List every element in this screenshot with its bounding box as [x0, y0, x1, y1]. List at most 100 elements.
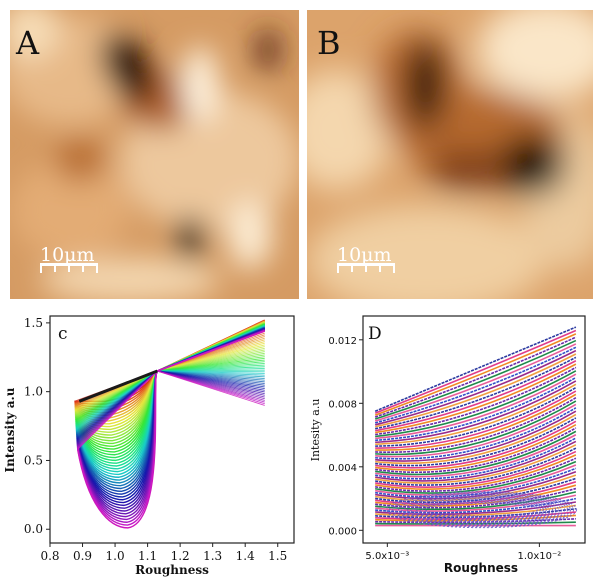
- chart-d-curve: [375, 386, 577, 447]
- chart-d-frame: [362, 315, 586, 544]
- chart-d-curve: [401, 495, 563, 524]
- chart-d-curve: [375, 467, 577, 498]
- chart-d-ytick-label: 0.004: [328, 463, 357, 474]
- scale-bar-label-a: 10μm: [40, 244, 95, 266]
- panel-letter-a: A: [15, 24, 40, 62]
- chart-d-curve: [375, 460, 577, 494]
- chart-c-xtick-label: 1.1: [138, 549, 157, 563]
- panel-letter-b: B: [317, 24, 341, 62]
- chart-c-y-axis: 0.0 0.5 1.0 1.5: [24, 316, 50, 536]
- chart-d-curve: [389, 492, 575, 528]
- chart-d-curve: [375, 383, 577, 445]
- chart-d-curve: [375, 504, 576, 517]
- chart-d-curve: [375, 363, 577, 434]
- chart-d-curve: [375, 494, 577, 512]
- chart-d-curve: [375, 427, 577, 474]
- chart-c-xlabel: Roughness: [135, 563, 209, 577]
- chart-c-x-axis: 0.8 0.9 1.0 1.1 1.2 1.3 1.4 1.5: [40, 543, 287, 563]
- chart-d-curve: [375, 491, 577, 511]
- chart-d-curve: [375, 393, 577, 451]
- chart-d-ylabel: Intesity a.u: [309, 399, 322, 462]
- chart-d-curve: [419, 501, 545, 519]
- chart-c-xtick-label: 0.8: [40, 549, 59, 563]
- chart-d-curve: [375, 376, 577, 442]
- chart-d-curve: [375, 457, 577, 492]
- chart-d-curve: [425, 502, 539, 517]
- chart-d-curve: [375, 413, 577, 465]
- chart-d-ytick-label: 0.000: [328, 526, 357, 537]
- chart-d-curve: [374, 349, 577, 426]
- chart-d-xtick-label: 5.0x10⁻³: [365, 551, 409, 562]
- chart-d-curve: [416, 500, 548, 520]
- chart-d-curve: [375, 410, 577, 462]
- chart-c-ylabel: Intensity a.u: [3, 387, 17, 472]
- chart-d-curve: [374, 339, 577, 420]
- chart-d-curve: [375, 437, 577, 480]
- chart-d-curve: [375, 423, 577, 471]
- chart-d-curve: [375, 430, 577, 476]
- chart-d-curve: [374, 346, 577, 424]
- scale-bar-a: [40, 263, 98, 273]
- chart-d-ytick-label: 0.008: [328, 399, 357, 410]
- chart-c-xtick-label: 1.3: [203, 549, 222, 563]
- chart-c-curve: [77, 370, 265, 450]
- afm-image-a: 10μm A: [10, 10, 299, 299]
- chart-d-curve: [375, 454, 577, 490]
- chart-d-curve: [375, 420, 577, 469]
- chart-c-xtick-label: 1.4: [236, 549, 255, 563]
- scale-bar-label-b: 10μm: [337, 244, 392, 266]
- chart-c-xtick-label: 1.2: [171, 549, 190, 563]
- chart-c: 0.8 0.9 1.0 1.1 1.2 1.3 1.4 1.5 0.0 0.5 1.0 1.5 c …: [0, 308, 300, 577]
- chart-d-curve: [392, 492, 572, 527]
- chart-d-curve: [375, 440, 577, 482]
- chart-d-curves: [374, 326, 578, 529]
- chart-d-curve: [375, 370, 577, 438]
- chart-c-xtick-label: 1.5: [268, 549, 287, 563]
- panel-letter-c: c: [58, 324, 68, 344]
- chart-d-curve: [375, 400, 577, 456]
- chart-d: 5.0x10⁻³ 1.0x10⁻² 0.000 0.004 0.008 0.012 D …: [303, 308, 593, 577]
- chart-c-curve: [75, 323, 265, 453]
- chart-d-curve: [375, 360, 577, 432]
- chart-d-ytick-label: 0.012: [328, 336, 357, 347]
- chart-d-curve: [407, 497, 557, 522]
- chart-c-ytick-label: 1.0: [24, 385, 43, 399]
- chart-d-curve: [375, 434, 577, 478]
- chart-d-curve: [375, 444, 577, 484]
- chart-d-curve: [375, 487, 577, 509]
- chart-d-curve: [375, 356, 577, 430]
- chart-d-curve: [375, 447, 577, 486]
- chart-c-xtick-label: 0.9: [73, 549, 92, 563]
- chart-c-frame: [49, 315, 295, 544]
- chart-d-curve: [375, 397, 577, 454]
- chart-d-curve: [374, 353, 577, 428]
- chart-d-curve: [374, 333, 577, 416]
- chart-c-xtick-label: 1.0: [106, 549, 125, 563]
- scale-bar-b: [337, 263, 395, 273]
- chart-d-curve: [404, 496, 560, 523]
- chart-c-curve: [76, 330, 265, 529]
- chart-d-curve: [374, 329, 577, 414]
- chart-d-curve: [375, 380, 577, 444]
- chart-d-curve: [375, 514, 576, 522]
- chart-d-curve: [375, 474, 577, 502]
- chart-d-curve: [375, 464, 577, 496]
- chart-c-ytick-label: 0.0: [24, 522, 43, 536]
- chart-d-curve: [375, 403, 577, 458]
- chart-d-curve: [374, 343, 577, 422]
- chart-c-curves: [74, 319, 266, 529]
- chart-c-curve: [78, 369, 158, 403]
- chart-d-curve: [386, 491, 578, 529]
- chart-d-curve: [398, 494, 566, 525]
- chart-d-curve: [375, 501, 577, 516]
- chart-d-curve: [375, 481, 577, 505]
- chart-d-x-axis: 5.0x10⁻³ 1.0x10⁻²: [365, 543, 561, 562]
- chart-d-curve: [375, 366, 577, 436]
- chart-d-curve: [375, 373, 577, 440]
- chart-d-curve: [375, 450, 577, 488]
- chart-d-curve: [375, 507, 576, 519]
- chart-d-curve: [422, 501, 542, 518]
- chart-c-ytick-label: 1.5: [24, 316, 43, 330]
- chart-d-xlabel: Roughness: [444, 561, 518, 575]
- chart-d-curve: [374, 336, 577, 418]
